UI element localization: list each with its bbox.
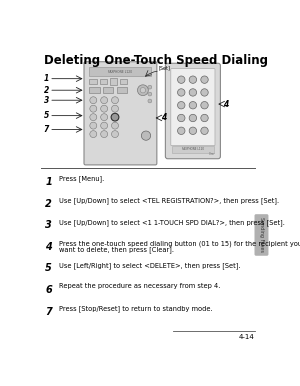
Circle shape xyxy=(112,122,118,129)
Text: 7: 7 xyxy=(44,125,49,134)
Bar xyxy=(120,79,128,84)
Text: 7: 7 xyxy=(45,306,52,317)
Text: Sending Faxes: Sending Faxes xyxy=(259,217,264,252)
Text: 1: 1 xyxy=(44,74,49,83)
Circle shape xyxy=(111,113,119,121)
Text: Repeat the procedure as necessary from step 4.: Repeat the procedure as necessary from s… xyxy=(59,283,220,290)
Text: 5: 5 xyxy=(44,111,49,120)
Text: 6: 6 xyxy=(45,285,52,295)
FancyBboxPatch shape xyxy=(254,214,268,256)
Circle shape xyxy=(148,85,152,89)
Text: 1: 1 xyxy=(45,177,52,187)
Text: 4: 4 xyxy=(224,100,229,108)
Circle shape xyxy=(140,88,145,93)
Circle shape xyxy=(148,99,152,103)
Circle shape xyxy=(101,105,108,112)
Circle shape xyxy=(178,127,185,134)
Circle shape xyxy=(101,114,108,120)
Text: Use [Left/Right] to select <DELETE>, then press [Set].: Use [Left/Right] to select <DELETE>, the… xyxy=(59,262,241,269)
Circle shape xyxy=(101,130,108,137)
FancyBboxPatch shape xyxy=(165,63,220,159)
Text: 2: 2 xyxy=(45,199,52,209)
Text: 3: 3 xyxy=(44,96,49,105)
Circle shape xyxy=(178,114,185,122)
Circle shape xyxy=(201,76,208,83)
Circle shape xyxy=(178,76,185,83)
Bar xyxy=(89,79,97,84)
Bar xyxy=(100,79,107,84)
Circle shape xyxy=(189,76,197,83)
Text: Use [Up/Down] to select <1 1-TOUCH SPD DIAL?>, then press [Set].: Use [Up/Down] to select <1 1-TOUCH SPD D… xyxy=(59,219,285,225)
Text: 3: 3 xyxy=(45,220,52,230)
Text: Clear: Clear xyxy=(209,152,216,156)
Bar xyxy=(172,146,214,153)
Bar xyxy=(89,67,152,76)
Circle shape xyxy=(189,114,197,122)
Text: 2: 2 xyxy=(44,86,49,95)
Circle shape xyxy=(201,89,208,96)
Circle shape xyxy=(90,105,97,112)
Text: Press [Menu].: Press [Menu]. xyxy=(59,176,104,183)
Text: FAXPHONE L120: FAXPHONE L120 xyxy=(108,70,133,74)
Circle shape xyxy=(189,89,197,96)
Text: Press [Stop/Reset] to return to standby mode.: Press [Stop/Reset] to return to standby … xyxy=(59,305,213,312)
Circle shape xyxy=(137,85,148,96)
Text: 4: 4 xyxy=(45,242,52,252)
Circle shape xyxy=(90,97,97,104)
Bar xyxy=(103,87,113,93)
Bar xyxy=(117,87,128,93)
Text: 4: 4 xyxy=(161,113,167,122)
Circle shape xyxy=(90,130,97,137)
Text: 5: 5 xyxy=(45,264,52,273)
FancyBboxPatch shape xyxy=(171,69,215,146)
Circle shape xyxy=(90,114,97,120)
Circle shape xyxy=(201,114,208,122)
Text: Deleting One-Touch Speed Dialing: Deleting One-Touch Speed Dialing xyxy=(44,54,268,67)
Circle shape xyxy=(148,92,152,96)
Text: FAXPHONE L120: FAXPHONE L120 xyxy=(182,147,204,151)
Circle shape xyxy=(178,102,185,109)
Circle shape xyxy=(101,97,108,104)
Circle shape xyxy=(90,122,97,129)
Circle shape xyxy=(189,127,197,134)
Bar xyxy=(110,78,117,85)
Circle shape xyxy=(101,122,108,129)
Circle shape xyxy=(178,89,185,96)
Text: Use [Up/Down] to select <TEL REGISTRATION?>, then press [Set].: Use [Up/Down] to select <TEL REGISTRATIO… xyxy=(59,197,279,204)
Circle shape xyxy=(112,130,118,137)
Circle shape xyxy=(201,102,208,109)
FancyBboxPatch shape xyxy=(84,62,157,165)
Circle shape xyxy=(112,105,118,112)
Circle shape xyxy=(112,97,118,104)
Circle shape xyxy=(112,114,118,120)
Bar xyxy=(89,87,100,93)
Circle shape xyxy=(189,102,197,109)
Text: 4-14: 4-14 xyxy=(239,334,254,340)
Text: want to delete, then press [Clear].: want to delete, then press [Clear]. xyxy=(59,246,174,252)
Circle shape xyxy=(141,131,151,140)
Text: [Set]: [Set] xyxy=(158,65,170,70)
Text: Press the one-touch speed dialing button (01 to 15) for the recipient you: Press the one-touch speed dialing button… xyxy=(59,240,300,247)
Circle shape xyxy=(201,127,208,134)
